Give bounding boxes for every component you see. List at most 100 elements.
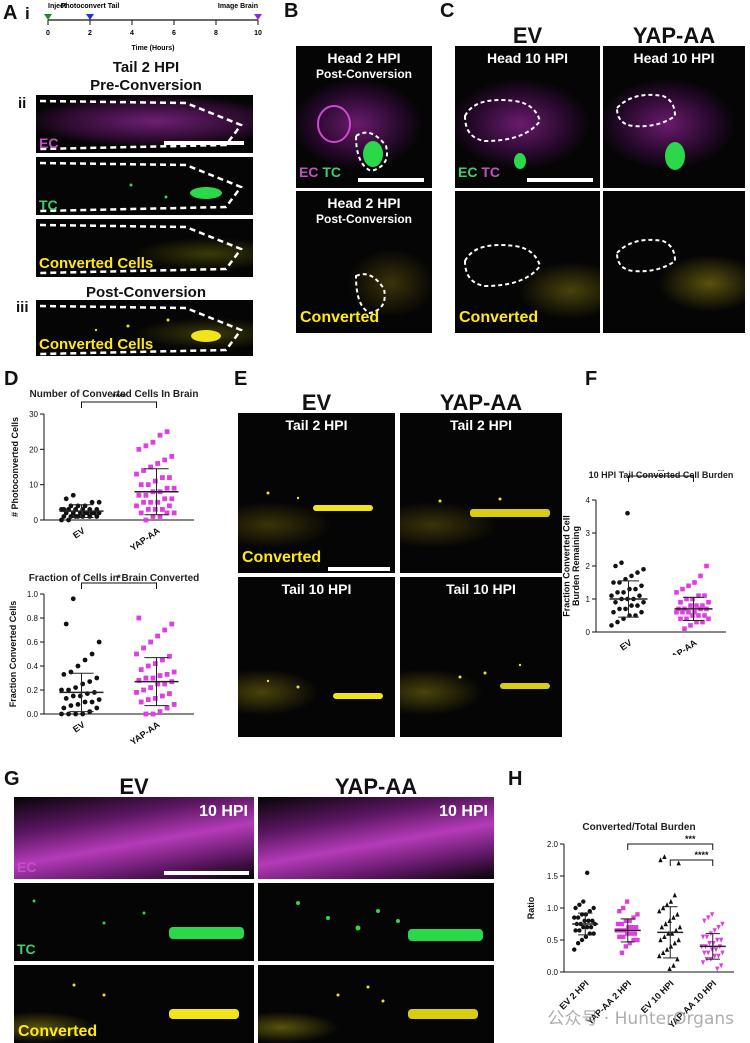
data-point xyxy=(676,860,681,866)
g-ec-label: EC xyxy=(17,859,37,875)
data-point xyxy=(143,711,149,717)
data-point xyxy=(615,921,621,927)
data-point xyxy=(152,696,158,701)
data-point xyxy=(136,615,142,621)
a-title: Tail 2 HPI xyxy=(112,59,180,76)
a-post-title: Post-Conversion xyxy=(85,284,206,301)
c-ev-title: Head 10 HPI xyxy=(487,50,568,66)
data-point xyxy=(617,909,622,914)
data-point xyxy=(572,915,577,920)
data-point xyxy=(82,657,88,663)
significance-label: *** xyxy=(685,834,696,844)
data-point xyxy=(633,586,638,592)
y-tick-label: 1.0 xyxy=(547,904,559,913)
data-point xyxy=(696,613,701,618)
data-point xyxy=(134,651,139,657)
y-axis-label: # Photoconverted Cells xyxy=(10,417,20,517)
data-point xyxy=(89,499,95,505)
data-point xyxy=(167,691,172,696)
data-point xyxy=(686,609,691,615)
data-point xyxy=(624,899,630,904)
data-point xyxy=(673,927,679,933)
data-point xyxy=(671,914,676,920)
data-point xyxy=(94,675,100,681)
data-point xyxy=(680,586,685,592)
significance-bracket xyxy=(81,401,157,408)
timeline-tick-label: 2 xyxy=(88,30,92,37)
data-point xyxy=(96,639,102,645)
data-point xyxy=(706,600,711,605)
data-point xyxy=(162,681,168,687)
y-tick-label: 0.0 xyxy=(27,710,39,719)
data-point xyxy=(675,956,680,962)
data-point xyxy=(621,616,626,622)
data-point xyxy=(169,496,175,502)
data-point xyxy=(619,560,624,565)
data-point xyxy=(621,590,626,595)
significance-bracket xyxy=(627,843,714,850)
data-point xyxy=(157,709,163,714)
y-tick-label: 3 xyxy=(586,529,591,538)
data-point xyxy=(615,590,620,595)
scale-bar xyxy=(358,178,424,182)
y-tick-label: 4 xyxy=(586,496,591,505)
data-point xyxy=(75,503,81,509)
y-tick-label: 0 xyxy=(586,628,591,637)
data-point xyxy=(171,702,177,707)
data-point xyxy=(715,966,720,972)
data-point xyxy=(720,950,725,956)
data-point xyxy=(627,941,632,946)
data-point xyxy=(700,619,705,625)
data-point xyxy=(694,603,699,608)
e-yap-tail10-image: Tail 10 HPI xyxy=(400,577,562,737)
data-point xyxy=(662,934,667,939)
y-tick-label: 1.5 xyxy=(547,872,559,881)
timeline-event-label: Photoconvert Tail xyxy=(61,3,120,10)
data-point xyxy=(157,432,163,438)
timeline-marker xyxy=(86,14,94,20)
data-point xyxy=(66,687,71,693)
data-point xyxy=(575,915,581,920)
b-head-image: Head 2 HPI Post-Conversion EC TC xyxy=(296,46,432,188)
significance-bracket xyxy=(81,582,157,589)
y-tick-label: 2.0 xyxy=(547,840,559,849)
data-point xyxy=(171,510,177,516)
data-point xyxy=(82,699,88,705)
data-point xyxy=(716,925,721,930)
data-point xyxy=(141,645,146,651)
timeline-xlabel: Time (Hours) xyxy=(131,45,174,52)
c-yap-header: YAP-AA xyxy=(632,23,716,48)
a-tc-image: TC xyxy=(36,157,253,215)
g-yap-hpi: 10 HPI xyxy=(439,803,488,820)
b-converted-image: Head 2 HPI Post-Conversion Converted xyxy=(296,191,432,333)
data-point xyxy=(94,705,100,711)
data-point xyxy=(138,510,144,516)
data-point xyxy=(704,563,709,569)
e-ev-tail10-title: Tail 10 HPI xyxy=(281,581,352,597)
data-point xyxy=(75,702,81,707)
data-point xyxy=(164,429,170,435)
x-tick-label: EV xyxy=(71,719,87,734)
data-point xyxy=(587,909,592,914)
data-point xyxy=(138,482,144,488)
data-point xyxy=(704,934,710,940)
g-ev-ec-image: 10 HPI EC xyxy=(14,797,254,879)
data-point xyxy=(159,693,165,699)
data-point xyxy=(134,690,139,695)
data-point xyxy=(712,953,717,959)
x-tick-label: YAP-AA xyxy=(665,637,699,655)
data-point xyxy=(627,918,632,923)
b-ec-tc-label: EC TC xyxy=(299,164,342,180)
data-point xyxy=(639,609,644,615)
y-tick-label: 10 xyxy=(29,481,38,490)
data-point xyxy=(138,699,144,705)
data-point xyxy=(682,626,687,631)
y-tick-label: 0.6 xyxy=(27,638,39,647)
data-point xyxy=(145,482,151,488)
data-point xyxy=(672,892,677,898)
data-point xyxy=(623,918,629,923)
data-point xyxy=(141,468,146,473)
g-ev-converted-image: Converted xyxy=(14,965,254,1043)
y-tick-label: 0 xyxy=(34,516,39,525)
x-tick-label: EV xyxy=(618,637,634,652)
